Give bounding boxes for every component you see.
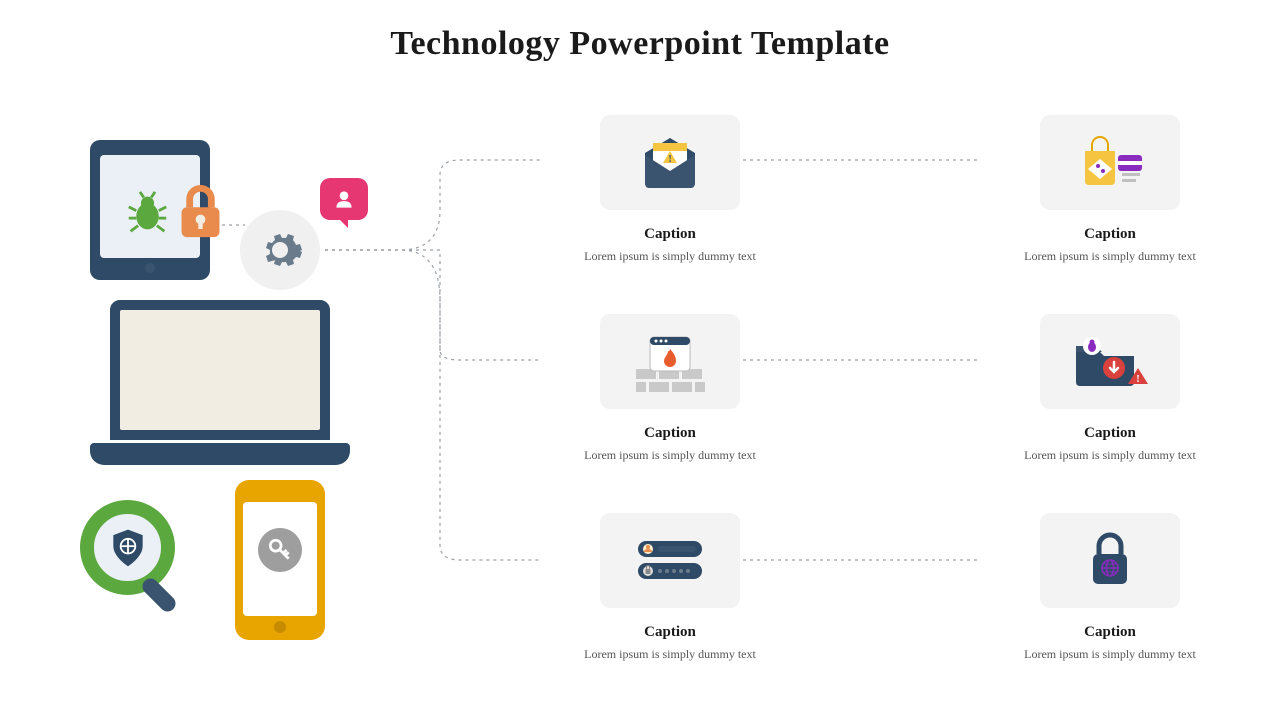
key-icon — [258, 528, 302, 572]
gear-icon — [240, 210, 320, 290]
page-title: Technology Powerpoint Template — [0, 25, 1280, 63]
svg-text:!: ! — [1136, 373, 1140, 385]
globe-lock-icon — [1040, 513, 1180, 608]
magnifier-shield-icon — [80, 500, 200, 620]
chat-notification-icon — [320, 178, 368, 220]
shopping-threat-icon — [1040, 115, 1180, 210]
password-field-icon — [600, 513, 740, 608]
lock-icon — [168, 175, 233, 245]
card-caption: Caption — [980, 624, 1240, 641]
card-item: ! Caption Lorem ipsum is simply dummy te… — [540, 115, 800, 264]
laptop-device — [90, 300, 350, 475]
card-desc: Lorem ipsum is simply dummy text — [540, 448, 800, 463]
card-desc: Lorem ipsum is simply dummy text — [980, 249, 1240, 264]
card-item: Caption Lorem ipsum is simply dummy text — [980, 115, 1240, 264]
svg-text:!: ! — [668, 154, 671, 165]
bug-icon — [125, 190, 170, 235]
card-desc: Lorem ipsum is simply dummy text — [980, 448, 1240, 463]
mail-alert-icon: ! — [600, 115, 740, 210]
folder-infected-icon: ! — [1040, 314, 1180, 409]
card-row: Caption Lorem ipsum is simply dummy text… — [540, 513, 1240, 662]
card-item: Caption Lorem ipsum is simply dummy text — [540, 513, 800, 662]
card-caption: Caption — [540, 425, 800, 442]
card-item: ! Caption Lorem ipsum is simply dummy te… — [980, 314, 1240, 463]
card-row: ! Caption Lorem ipsum is simply dummy te… — [540, 115, 1240, 264]
card-item: Caption Lorem ipsum is simply dummy text — [980, 513, 1240, 662]
card-item: Caption Lorem ipsum is simply dummy text — [540, 314, 800, 463]
card-desc: Lorem ipsum is simply dummy text — [980, 647, 1240, 662]
cards-grid: ! Caption Lorem ipsum is simply dummy te… — [540, 115, 1240, 712]
firewall-icon — [600, 314, 740, 409]
devices-illustration — [60, 130, 380, 670]
card-caption: Caption — [980, 226, 1240, 243]
card-row: Caption Lorem ipsum is simply dummy text… — [540, 314, 1240, 463]
card-desc: Lorem ipsum is simply dummy text — [540, 249, 800, 264]
card-caption: Caption — [540, 226, 800, 243]
card-caption: Caption — [540, 624, 800, 641]
card-desc: Lorem ipsum is simply dummy text — [540, 647, 800, 662]
card-caption: Caption — [980, 425, 1240, 442]
